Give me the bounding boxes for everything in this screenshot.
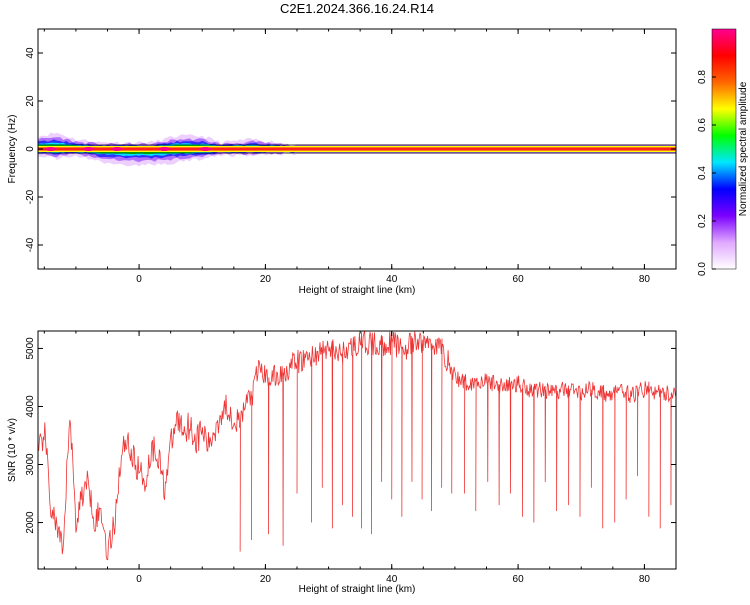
spectrogram-xtick-label: 60 <box>513 274 525 285</box>
snr-xtick-label: 80 <box>639 574 651 585</box>
snr-xtick-label: 20 <box>260 574 272 585</box>
spectrogram-xlabel: Height of straight line (km) <box>299 285 416 296</box>
snr-ytick-label: 5000 <box>25 337 36 360</box>
spectrogram-hotspot <box>199 147 212 151</box>
colorbar-tick-label: 0.8 <box>697 70 708 84</box>
colorbar-gradient <box>711 28 737 270</box>
snr-ticks: 0 20 40 60 80 2000 3000 4000 5000 <box>25 331 677 585</box>
spectrogram-hotspot <box>44 147 57 151</box>
spectrogram-ytick-label: 40 <box>25 47 36 59</box>
snr-ytick-label: 2000 <box>25 511 36 534</box>
snr-ytick-label: 4000 <box>25 395 36 418</box>
colorbar-ticks: 0.0 0.2 0.4 0.6 0.8 <box>697 70 716 276</box>
snr-plot-area <box>38 331 676 569</box>
spectrogram-marks <box>38 132 676 167</box>
snr-series-line <box>38 331 676 561</box>
spectrogram-hotspot <box>110 147 123 151</box>
snr-panel: 0 20 40 60 80 2000 3000 4000 5000 Height of stra… <box>7 330 677 595</box>
colorbar-tick-label: 0.2 <box>697 214 708 228</box>
colorbar-label: Normalized spectral amplitude <box>738 81 749 216</box>
colorbar-tick-label: 0.4 <box>697 166 708 180</box>
spectrogram-ytick-label: -40 <box>25 237 36 252</box>
spectrogram-ytick-label: 20 <box>25 95 36 107</box>
snr-ytick-label: 3000 <box>25 453 36 476</box>
colorbar: 0.0 0.2 0.4 0.6 0.8 Normalized spectral ampl… <box>697 28 749 276</box>
spectrogram-ticks: 0 20 40 60 80 -40 -20 0 20 40 <box>25 29 677 285</box>
spectrogram-hotspot <box>158 147 171 151</box>
spectrogram-hotspot <box>82 147 95 151</box>
figure-title: C2E1.2024.366.16.24.R14 <box>280 1 434 16</box>
spectrogram-ytick-label: 0 <box>25 146 36 152</box>
snr-frame <box>37 330 677 570</box>
spectrogram-xtick-label: 40 <box>386 274 398 285</box>
spectrogram-ridge <box>38 147 676 151</box>
snr-marks <box>38 331 676 561</box>
spectrogram-xtick-label: 20 <box>260 274 272 285</box>
spectrogram-ylabel: Frequency (Hz) <box>7 115 18 184</box>
spectrogram-xtick-label: 80 <box>639 274 651 285</box>
spectrogram-ytick-label: -20 <box>25 189 36 204</box>
snr-xtick-label: 0 <box>136 574 142 585</box>
colorbar-tick-label: 0.0 <box>697 262 708 276</box>
snr-xtick-label: 60 <box>513 574 525 585</box>
spectrogram-xtick-label: 0 <box>136 274 142 285</box>
spectrogram-panel: 0 20 40 60 80 -40 -20 0 20 40 Height of straight … <box>7 28 677 296</box>
colorbar-tick-label: 0.6 <box>697 118 708 132</box>
snr-ylabel: SNR (10 * v/v) <box>7 418 18 482</box>
snr-xtick-label: 40 <box>386 574 398 585</box>
snr-xlabel: Height of straight line (km) <box>299 584 416 595</box>
